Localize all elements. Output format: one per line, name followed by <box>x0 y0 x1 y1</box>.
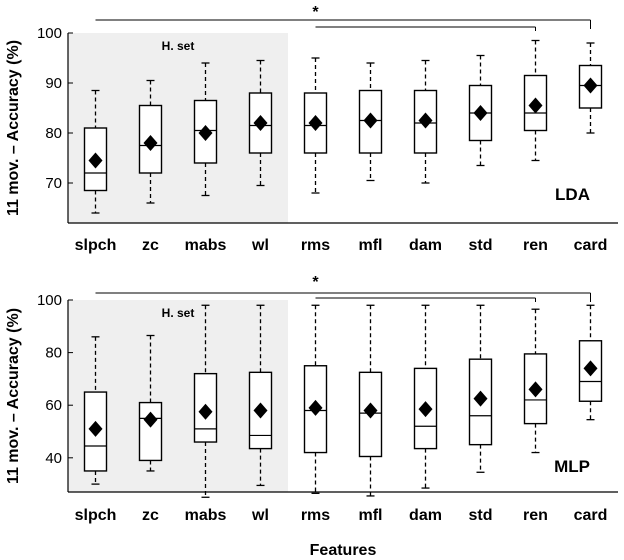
mean-marker <box>473 105 488 121</box>
box-mabs <box>193 304 218 498</box>
x-tick-label: slpch <box>75 507 117 524</box>
mean-marker <box>253 115 268 131</box>
mean-marker <box>363 402 378 419</box>
mean-marker <box>253 402 268 419</box>
box-wl <box>248 304 273 487</box>
mean-marker <box>308 115 323 131</box>
x-tick-label: rms <box>301 237 330 254</box>
mean-marker <box>143 135 158 151</box>
mean-marker <box>308 399 323 416</box>
y-tick-label: 70 <box>45 175 62 192</box>
x-tick-label: mabs <box>185 237 227 254</box>
y-axis-label: 11 mov. – Accuracy (%) <box>5 40 22 216</box>
highlight-label: H. set <box>162 306 195 320</box>
mean-marker <box>418 112 433 129</box>
box-rms <box>303 304 328 494</box>
x-tick-label: slpch <box>75 237 117 254</box>
box-mfl <box>358 304 383 497</box>
x-tick-label: card <box>574 507 608 524</box>
box-card <box>578 42 603 134</box>
box-mabs <box>193 62 218 197</box>
y-tick-label: 60 <box>45 397 62 414</box>
highlight-label: H. set <box>162 39 195 53</box>
box-zc <box>138 334 163 472</box>
mean-marker <box>198 403 213 420</box>
y-tick-label: 40 <box>45 450 62 467</box>
x-tick-label: card <box>574 237 608 254</box>
box-slpch <box>83 336 108 485</box>
mean-marker <box>583 360 598 377</box>
mean-marker <box>143 411 158 428</box>
mean-marker <box>528 97 543 114</box>
mean-marker <box>88 420 103 437</box>
box-dam <box>413 59 438 184</box>
mean-marker <box>583 77 598 94</box>
iqr-box <box>138 401 163 462</box>
x-tick-label: mabs <box>185 507 227 524</box>
box-std <box>468 54 493 167</box>
panel-mlp: H. set 40 60 80 100 11 mov. – Accuracy (%) slp… <box>5 274 618 559</box>
box-slpch <box>83 89 108 214</box>
x-tick-label: dam <box>409 507 442 524</box>
x-tick-label: rms <box>301 507 330 524</box>
panel-lda: H. set 70 80 90 100 11 mov. – Accuracy (%) slp… <box>5 4 618 254</box>
box-wl <box>248 59 273 187</box>
panel-label: MLP <box>554 457 590 476</box>
box-ren <box>523 308 548 454</box>
mean-marker <box>528 381 543 398</box>
y-axis-label: 11 mov. – Accuracy (%) <box>5 308 22 484</box>
box-card <box>578 304 603 421</box>
mean-marker <box>418 401 433 418</box>
box-ren <box>523 39 548 162</box>
y-tick-label: 80 <box>45 345 62 362</box>
x-tick-label: ren <box>523 237 548 254</box>
x-tick-label: wl <box>251 237 269 254</box>
significance-marker: * <box>312 274 319 291</box>
x-tick-label: wl <box>251 507 269 524</box>
x-tick-label: ren <box>523 507 548 524</box>
panel-label: LDA <box>555 185 590 204</box>
mean-marker <box>363 112 378 129</box>
x-tick-label: zc <box>142 237 159 254</box>
significance-marker: * <box>312 4 319 21</box>
y-tick-label: 90 <box>45 75 62 92</box>
x-tick-label: dam <box>409 237 442 254</box>
box-zc <box>138 79 163 204</box>
box-mfl <box>358 62 383 182</box>
y-tick-label: 80 <box>45 125 62 142</box>
mean-marker <box>473 390 488 407</box>
y-tick-label: 100 <box>37 292 62 309</box>
box-dam <box>413 304 438 489</box>
mean-marker <box>198 125 213 141</box>
x-tick-label: mfl <box>359 507 383 524</box>
x-tick-label: std <box>469 507 493 524</box>
x-tick-label: std <box>469 237 493 254</box>
y-tick-label: 100 <box>37 25 62 42</box>
x-axis-label: Features <box>310 542 377 559</box>
box-std <box>468 304 493 473</box>
x-tick-label: zc <box>142 507 159 524</box>
box-rms <box>303 57 328 194</box>
x-tick-label: mfl <box>359 237 383 254</box>
mean-marker <box>88 152 103 169</box>
